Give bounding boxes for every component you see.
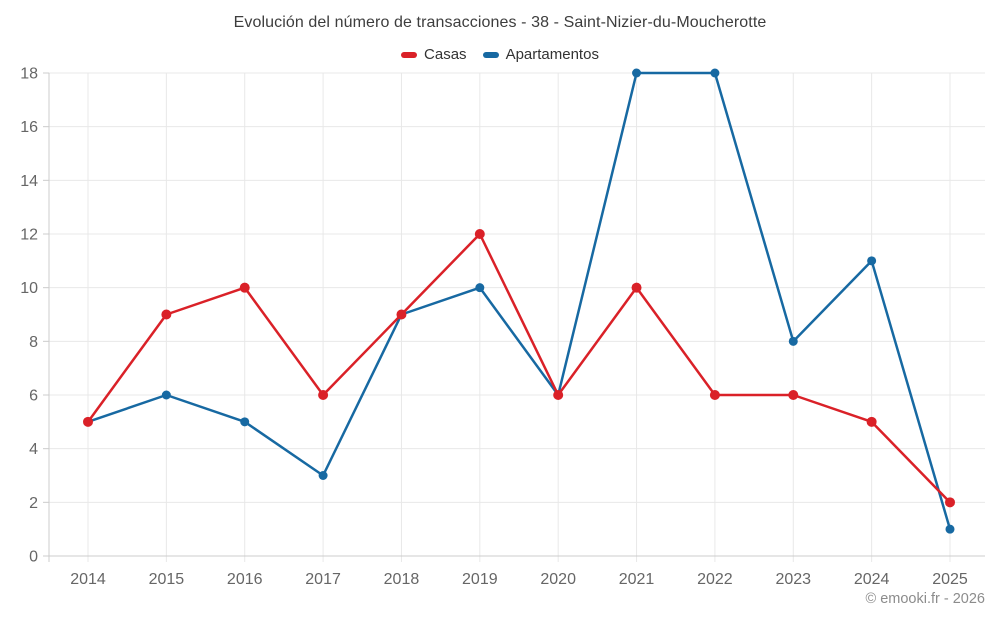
y-tick-label: 12 <box>20 227 38 244</box>
legend-item-casas[interactable]: Casas <box>401 46 467 63</box>
legend-label-casas: Casas <box>424 46 467 63</box>
data-point-apartamentos <box>161 390 171 400</box>
series-line-casas <box>86 232 952 504</box>
y-tick-label: 0 <box>29 549 38 566</box>
data-point-casas <box>709 390 720 400</box>
copyright: © emooki.fr - 2026 <box>865 591 985 607</box>
x-tick-label: 2020 <box>540 571 576 588</box>
legend-item-apartamentos[interactable]: Apartamentos <box>482 46 599 63</box>
y-tick-label: 4 <box>29 441 38 458</box>
x-tick-label: 2025 <box>932 571 968 588</box>
series-line-apartamentos <box>86 71 952 531</box>
data-point-apartamentos <box>945 524 955 534</box>
data-point-casas <box>788 390 799 400</box>
x-tick-label: 2022 <box>697 571 733 588</box>
data-point-casas <box>239 282 250 293</box>
x-tick-label: 2018 <box>384 571 420 588</box>
x-tick-label: 2019 <box>462 571 498 588</box>
data-point-apartamentos <box>475 283 485 293</box>
legend-label-apartamentos: Apartamentos <box>505 46 599 63</box>
x-tick-label: 2014 <box>70 571 106 588</box>
data-point-apartamentos <box>318 471 328 480</box>
data-point-casas <box>945 497 955 508</box>
data-point-casas <box>318 390 329 400</box>
x-tick-label: 2024 <box>854 571 890 588</box>
data-point-apartamentos <box>867 256 877 266</box>
y-tick-label: 14 <box>20 173 38 190</box>
x-tick-label: 2016 <box>227 571 263 588</box>
data-point-casas <box>631 282 642 293</box>
data-point-apartamentos <box>632 68 642 78</box>
casas-swatch-icon <box>401 51 418 58</box>
data-point-casas <box>866 416 877 427</box>
data-point-apartamentos <box>788 336 798 346</box>
y-tick-label: 18 <box>20 66 38 83</box>
apartamentos-swatch-icon <box>482 51 499 58</box>
x-tick-label: 2023 <box>775 571 811 588</box>
data-point-apartamentos <box>710 68 720 78</box>
y-tick-label: 10 <box>20 280 38 297</box>
data-point-casas <box>396 309 407 320</box>
data-point-casas <box>553 390 564 400</box>
x-tick-label: 2021 <box>619 571 655 588</box>
chart-title: Evolución del número de transacciones - … <box>233 14 767 31</box>
data-point-casas <box>83 416 93 427</box>
y-tick-label: 16 <box>20 119 38 136</box>
y-tick-label: 2 <box>29 495 38 512</box>
x-tick-label: 2017 <box>305 571 341 588</box>
data-point-casas <box>474 229 485 239</box>
chart-legend: Casas Apartamentos <box>0 46 1000 63</box>
y-tick-label: 8 <box>29 334 38 351</box>
y-tick-label: 6 <box>29 388 38 405</box>
data-point-apartamentos <box>240 417 250 427</box>
x-tick-label: 2015 <box>149 571 185 588</box>
data-point-casas <box>161 309 172 320</box>
